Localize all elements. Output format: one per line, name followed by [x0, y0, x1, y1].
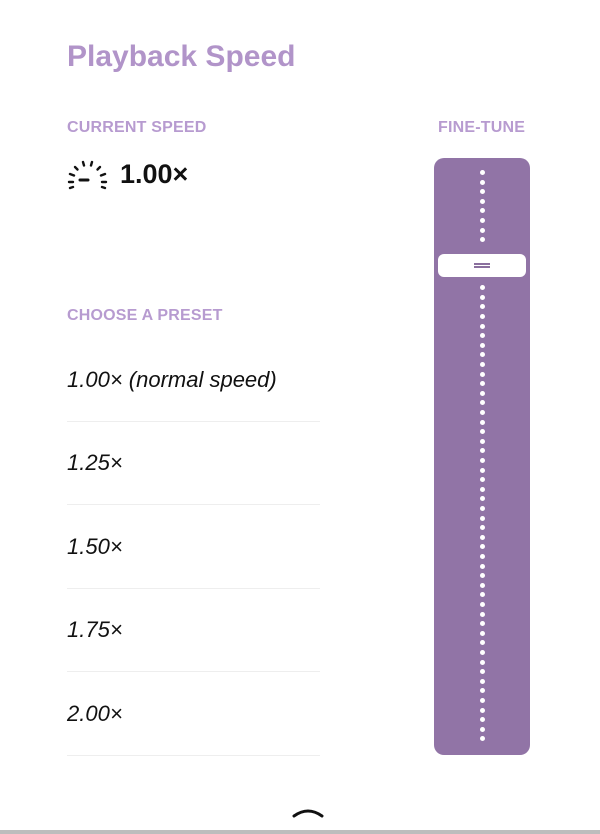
slider-tick: [480, 611, 485, 617]
current-speed-label: CURRENT SPEED: [67, 119, 207, 136]
slider-tick: [480, 458, 485, 463]
slider-tick: [480, 602, 485, 607]
preset-option[interactable]: 1.25×: [67, 422, 320, 505]
current-speed: 1.00×: [66, 158, 188, 190]
slider-tick: [480, 707, 485, 713]
preset-option[interactable]: 1.50×: [67, 506, 320, 589]
slider-tick: [480, 515, 485, 521]
slider-tick: [480, 506, 485, 511]
slider-tick: [480, 189, 485, 195]
slider-tick: [480, 294, 485, 300]
preset-option[interactable]: 1.00× (normal speed): [67, 339, 320, 422]
slider-tick: [480, 381, 485, 387]
slider-tick: [480, 227, 485, 233]
slider-tick: [480, 285, 485, 291]
slider-tick: [480, 496, 485, 502]
slider-tick: [480, 371, 485, 377]
slider-tick: [480, 582, 485, 588]
page-title: Playback Speed: [67, 40, 296, 73]
slider-tick: [480, 208, 485, 214]
fine-tune-slider[interactable]: [434, 158, 530, 755]
slider-tick: [480, 678, 485, 684]
slider-tick: [480, 573, 485, 579]
slider-tick: [480, 621, 485, 627]
slider-tick: [480, 669, 485, 675]
slider-tick: [480, 400, 485, 406]
slider-tick: [480, 650, 485, 655]
slider-tick: [480, 198, 485, 204]
grip-icon: [474, 263, 490, 268]
slider-tick: [480, 640, 485, 646]
slider-tick: [480, 563, 485, 569]
slider-thumb[interactable]: [438, 254, 526, 277]
slider-tick: [480, 630, 485, 636]
preset-option[interactable]: 1.75×: [67, 589, 320, 672]
slider-tick: [480, 736, 485, 742]
slider-tick: [480, 179, 485, 185]
slider-tick: [480, 659, 485, 665]
slider-tick: [480, 698, 485, 703]
slider-tick: [480, 534, 485, 540]
fine-tune-label: FINE-TUNE: [438, 119, 526, 136]
slider-tick: [480, 237, 485, 243]
slider-tick: [480, 525, 485, 531]
choose-preset-label: CHOOSE A PRESET: [67, 307, 223, 324]
slider-tick: [480, 544, 485, 550]
slider-tick: [480, 362, 485, 367]
slider-tick: [480, 467, 485, 473]
slider-tick: [480, 726, 485, 732]
current-speed-value: 1.00×: [120, 158, 189, 189]
slider-tick: [480, 688, 485, 694]
slider-tick: [480, 304, 485, 310]
slider-tick: [480, 333, 485, 339]
slider-tick: [480, 390, 485, 396]
slider-tick: [480, 477, 485, 483]
slider-tick: [480, 419, 485, 425]
preset-option[interactable]: 2.00×: [67, 673, 320, 756]
slider-tick: [480, 592, 485, 598]
slider-tick: [480, 717, 485, 723]
slider-tick: [480, 486, 485, 492]
bottom-divider: [0, 830, 600, 834]
slider-tick: [480, 218, 485, 223]
slider-tick: [480, 170, 485, 175]
slider-tick: [480, 323, 485, 329]
slider-tick: [480, 342, 485, 348]
speedometer-icon: [67, 160, 108, 190]
slider-tick: [480, 314, 485, 319]
chevron-up-icon[interactable]: [290, 802, 326, 822]
slider-tick: [480, 352, 485, 358]
slider-tick: [480, 429, 485, 435]
slider-tick: [480, 438, 485, 444]
slider-tick: [480, 410, 485, 415]
slider-tick: [480, 448, 485, 454]
slider-tick: [480, 554, 485, 559]
